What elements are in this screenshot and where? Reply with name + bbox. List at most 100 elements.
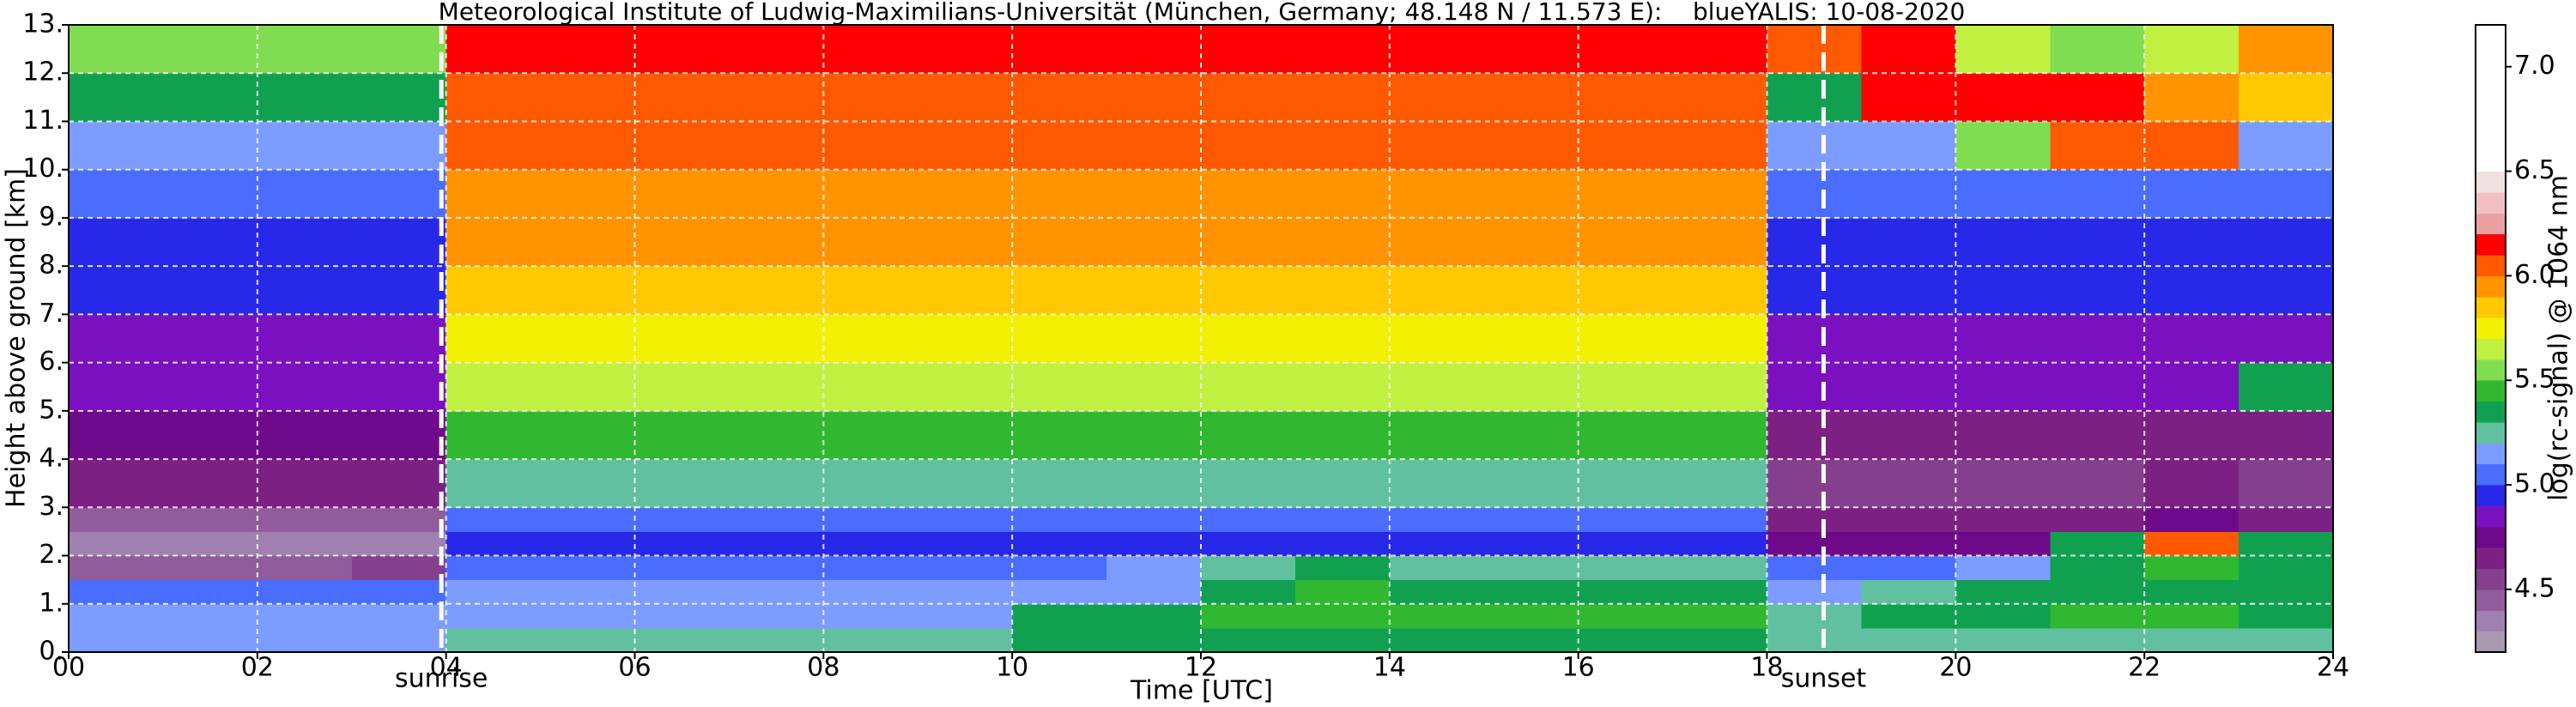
heatmap-cell (2239, 266, 2334, 315)
heatmap-cell (729, 73, 824, 122)
colorbar-band (2476, 191, 2506, 214)
heatmap-cell (540, 169, 635, 219)
heatmap-cell (162, 579, 258, 605)
heatmap-cell (540, 459, 635, 508)
heatmap-cell (257, 627, 353, 653)
heatmap-cell (1578, 217, 1674, 267)
heatmap-cell (1106, 121, 1202, 171)
heatmap-cell (2144, 25, 2240, 74)
x-tick-label: 06 (618, 653, 651, 683)
heatmap-cell (1106, 459, 1202, 508)
heatmap-cell (1578, 459, 1674, 508)
heatmap-cell (540, 531, 635, 557)
x-tick-label: 18 (1750, 653, 1783, 683)
y-tick-label: 4. (39, 444, 64, 474)
colorbar-band (2476, 317, 2506, 339)
colorbar-band (2476, 505, 2506, 528)
heatmap-cell (1201, 121, 1296, 171)
heatmap-cell (1294, 121, 1391, 171)
heatmap-cell (2239, 507, 2334, 532)
heatmap-cell (729, 121, 824, 171)
heatmap-cell (445, 169, 542, 219)
heatmap-cell (2050, 531, 2145, 557)
plot-frame (68, 24, 2334, 653)
heatmap-cell (2050, 169, 2145, 219)
heatmap-cell (1767, 217, 1862, 267)
heatmap-cell (1767, 121, 1862, 171)
colorbar-band (2476, 568, 2506, 590)
heatmap-cell (351, 266, 447, 315)
heatmap-cell (1483, 531, 1579, 557)
heatmap-cell (1201, 507, 1296, 532)
heatmap-cell (1578, 555, 1674, 581)
heatmap-cell (2050, 362, 2145, 412)
heatmap-cell (1389, 314, 1485, 364)
heatmap-cell (1955, 362, 2051, 412)
heatmap-cell (634, 121, 730, 171)
heatmap-cell (162, 73, 258, 122)
heatmap-cell (1955, 603, 2051, 629)
heatmap-cell (1294, 603, 1391, 629)
colorbar-tick-label: 6.0 (2514, 260, 2555, 290)
chart-title: Meteorological Institute of Ludwig-Maxim… (439, 0, 1966, 26)
heatmap-cell (634, 362, 730, 412)
heatmap-cell (823, 121, 918, 171)
heatmap-cell (162, 603, 258, 629)
heatmap-cell (2050, 579, 2145, 605)
heatmap-cell (1012, 314, 1107, 364)
heatmap-cell (351, 217, 447, 267)
heatmap-cell (918, 73, 1013, 122)
heatmap-cell (1389, 169, 1485, 219)
colorbar-tick-label: 4.5 (2514, 573, 2555, 603)
heatmap-cell (1389, 507, 1485, 532)
heatmap-cell (540, 362, 635, 412)
heatmap-cell (1012, 73, 1107, 122)
heatmap-cell (729, 627, 824, 653)
heatmap-cell (445, 217, 542, 267)
y-tick-label: 10. (22, 154, 64, 184)
heatmap-cell (1672, 603, 1767, 629)
heatmap-cell (540, 217, 635, 267)
heatmap-cell (1672, 627, 1767, 653)
heatmap-cell (1106, 266, 1202, 315)
heatmap-cell (1012, 25, 1107, 74)
heatmap-cell (445, 627, 542, 653)
heatmap-cell (1106, 314, 1202, 364)
heatmap-cell (2144, 555, 2240, 581)
heatmap-cell (1861, 25, 1956, 74)
heatmap-cell (1483, 314, 1579, 364)
heatmap-cell (1483, 362, 1579, 412)
heatmap-cell (69, 555, 164, 581)
heatmap-cell (1955, 531, 2051, 557)
heatmap-cell (1294, 627, 1391, 653)
heatmap-cell (1672, 531, 1767, 557)
heatmap-cell (1955, 266, 2051, 315)
x-axis-label: Time [UTC] (1130, 676, 1273, 706)
heatmap-cell (540, 507, 635, 532)
heatmap-cell (1294, 507, 1391, 532)
heatmap-cell (69, 627, 164, 653)
heatmap-cell (729, 362, 824, 412)
heatmap-cell (1861, 121, 1956, 171)
y-axis-label: Height above ground [km] (2, 168, 32, 508)
heatmap-cell (1294, 73, 1391, 122)
x-tick-label: 02 (241, 653, 274, 683)
heatmap-cell (257, 169, 353, 219)
heatmap-cell (1483, 627, 1579, 653)
heatmap-cell (69, 169, 164, 219)
x-tick-label: 10 (996, 653, 1028, 683)
colorbar-tick-label: 5.0 (2514, 469, 2555, 499)
heatmap-cell (729, 25, 824, 74)
heatmap-cell (729, 603, 824, 629)
heatmap-cell (1955, 169, 2051, 219)
heatmap-cell (2144, 459, 2240, 508)
heatmap-cell (1106, 579, 1202, 605)
heatmap-cell (1578, 362, 1674, 412)
heatmap-cell (823, 217, 918, 267)
heatmap-cell (2050, 627, 2145, 653)
heatmap-cell (1861, 459, 1956, 508)
colorbar-band (2476, 421, 2506, 444)
heatmap-cell (1389, 603, 1485, 629)
heatmap-cell (2144, 314, 2240, 364)
